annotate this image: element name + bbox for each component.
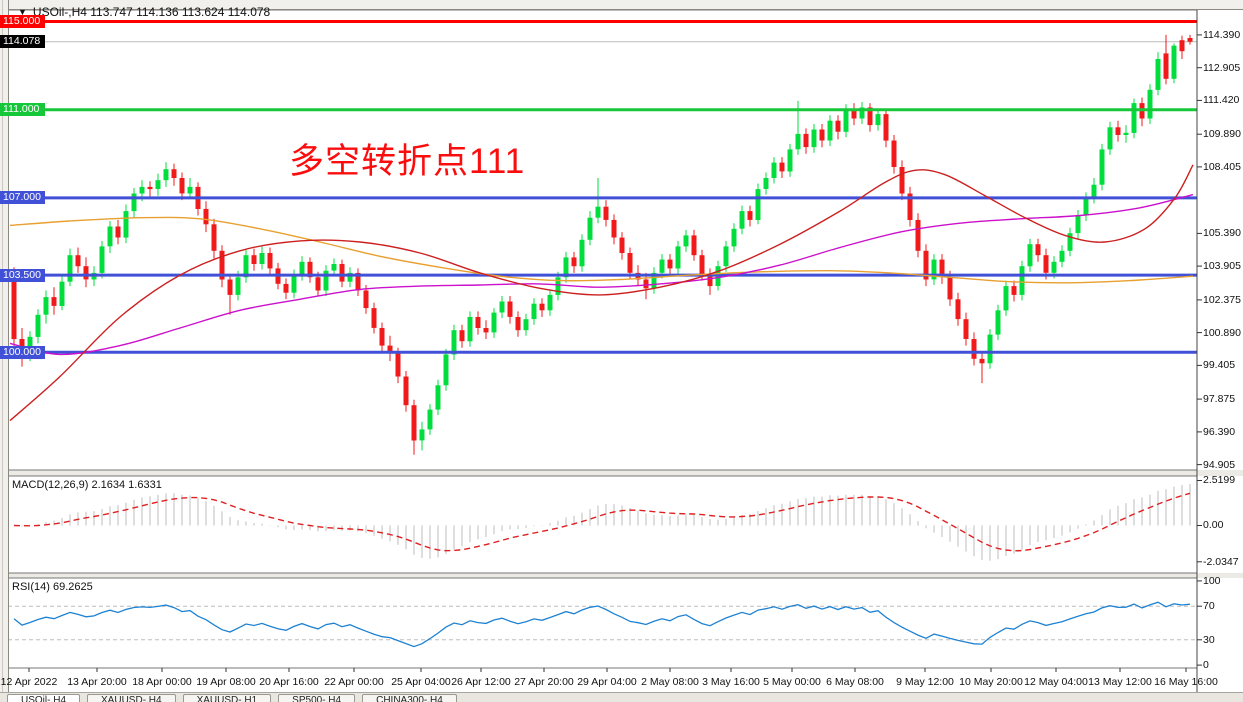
chart-tab-4[interactable]: SP500-,H4 xyxy=(278,694,356,702)
time-axis-label: 5 May 00:00 xyxy=(763,676,821,688)
time-axis-label: 9 May 12:00 xyxy=(896,676,954,688)
rsi-label: RSI(14) 69.2625 xyxy=(12,581,93,593)
time-axis-label: 26 Apr 12:00 xyxy=(451,676,511,688)
chart-annotation-text[interactable]: 多空转折点111 xyxy=(289,142,526,181)
price-tick-label: 108.405 xyxy=(1203,160,1241,173)
time-axis-label: 2 May 08:00 xyxy=(641,676,699,688)
price-tick-label: 96.390 xyxy=(1203,425,1236,438)
price-tick-label: 97.875 xyxy=(1203,393,1236,406)
price-tick-label: 114.390 xyxy=(1203,28,1241,41)
time-axis-label: 13 Apr 20:00 xyxy=(67,676,127,688)
price-tick-label: 102.375 xyxy=(1203,293,1241,306)
macd-tick-label: 2.5199 xyxy=(1203,474,1236,487)
chart-tab-3[interactable]: XAUUSD-,H1 xyxy=(182,694,272,702)
time-axis-label: 25 Apr 04:00 xyxy=(391,676,451,688)
time-axis-label: 3 May 16:00 xyxy=(702,676,760,688)
rsi-tick-label: 70 xyxy=(1203,600,1215,613)
chart-tab-1[interactable]: USOil-,H4 xyxy=(7,694,81,702)
macd-label: MACD(12,26,9) 2.1634 1.6331 xyxy=(12,479,162,491)
rsi-tick-label: 100 xyxy=(1203,574,1221,587)
price-level-badge: 103.500 xyxy=(0,268,45,282)
time-axis-label: 27 Apr 20:00 xyxy=(514,676,574,688)
macd-tick-label: -2.0347 xyxy=(1203,555,1239,568)
time-axis-label: 18 Apr 00:00 xyxy=(132,676,192,688)
rsi-tick-label: 30 xyxy=(1203,633,1215,646)
chart-title: ▼ USOil-,H4 113.747 114.136 113.624 114.0… xyxy=(18,5,270,19)
window-top-border xyxy=(0,0,1243,10)
price-level-badge: 100.000 xyxy=(0,345,45,359)
collapse-triangle-icon[interactable]: ▼ xyxy=(18,7,27,17)
time-axis-label: 19 Apr 08:00 xyxy=(196,676,256,688)
time-axis-label: 10 May 20:00 xyxy=(959,676,1023,688)
price-level-badge: 111.000 xyxy=(0,103,45,117)
current-price-badge: 114.078 xyxy=(0,35,45,49)
time-axis-label: 6 May 08:00 xyxy=(826,676,884,688)
time-axis-label: 16 May 16:00 xyxy=(1154,676,1218,688)
time-axis-label: 13 May 12:00 xyxy=(1088,676,1152,688)
price-tick-label: 109.890 xyxy=(1203,128,1241,141)
chart-tab-2[interactable]: XAUUSD-,H4 xyxy=(87,694,176,702)
price-level-badge: 115.000 xyxy=(0,14,45,28)
price-tick-label: 111.420 xyxy=(1203,94,1240,107)
time-axis-label: 12 Apr 2022 xyxy=(0,676,58,688)
price-tick-label: 112.905 xyxy=(1203,61,1241,74)
price-level-badge: 107.000 xyxy=(0,191,45,205)
time-axis-label: 22 Apr 00:00 xyxy=(324,676,384,688)
price-tick-label: 94.905 xyxy=(1203,458,1236,471)
time-axis-label: 20 Apr 16:00 xyxy=(259,676,319,688)
price-tick-label: 99.405 xyxy=(1203,359,1236,372)
chart-tab-5[interactable]: CHINA300-,H4 xyxy=(362,694,457,702)
price-tick-label: 100.890 xyxy=(1203,326,1241,339)
chart-tab-bar: USOil-,H4 XAUUSD-,H4 XAUUSD-,H1 SP500-,H4 CH… xyxy=(0,692,1243,702)
time-axis-label: 29 Apr 04:00 xyxy=(577,676,637,688)
rsi-tick-label: 0 xyxy=(1203,659,1209,672)
time-axis-label: 12 May 04:00 xyxy=(1024,676,1088,688)
macd-tick-label: 0.00 xyxy=(1203,519,1224,532)
chart-title-text: USOil-,H4 113.747 114.136 113.624 114.07… xyxy=(32,5,271,19)
price-tick-label: 105.390 xyxy=(1203,227,1241,240)
price-tick-label: 103.905 xyxy=(1203,260,1241,273)
